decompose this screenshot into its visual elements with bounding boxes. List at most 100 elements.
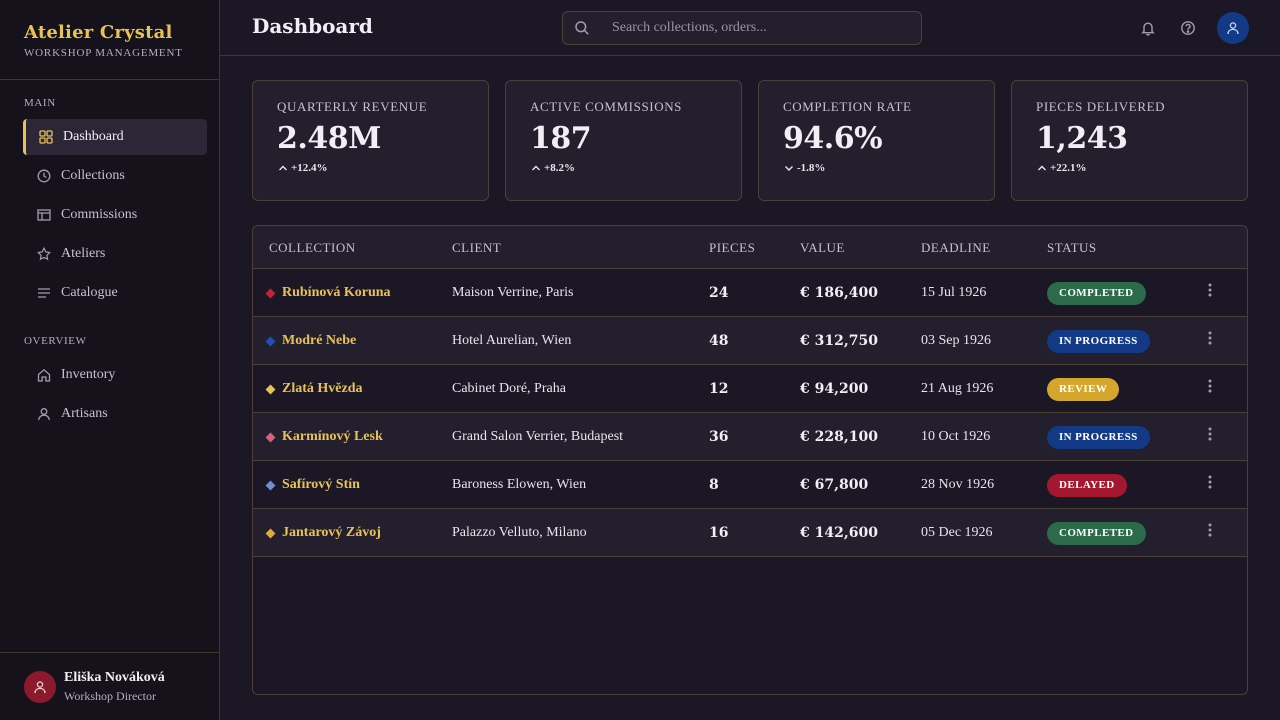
kpi-value: 1,243 (1036, 121, 1128, 156)
avatar (24, 670, 56, 703)
status-cell: REVIEW (1047, 365, 1120, 413)
kpi-card-completion-rate: COMPLETION RATE 94.6% -1.8% (758, 80, 995, 201)
column-header-deadline[interactable]: DEADLINE (921, 240, 991, 255)
deadline-cell: 21 Aug 1926 (921, 381, 994, 396)
pieces-cell: 48 (709, 333, 729, 349)
kpi-delta: +22.1% (1036, 162, 1223, 174)
column-header-pieces[interactable]: PIECES (709, 240, 756, 255)
collection-name: Jantarový Závoj (282, 525, 381, 540)
deadline-cell: 03 Sep 1926 (921, 333, 991, 348)
arrow-up-icon (279, 165, 287, 171)
client-cell: Baroness Elowen, Wien (452, 477, 587, 492)
kpi-card-revenue: QUARTERLY REVENUE 2.48M +12.4% (252, 80, 489, 201)
value-cell: € 228,100 (800, 429, 878, 445)
more-options-icon[interactable] (1203, 377, 1217, 395)
kpi-delta: +8.2% (530, 162, 717, 174)
brand-subtitle: WORKSHOP MANAGEMENT (24, 47, 183, 59)
kpi-value: 187 (530, 121, 592, 156)
table-row[interactable]: Safírový Stín Baroness Elowen, Wien 8 € … (253, 461, 1247, 509)
status-badge: COMPLETED (1047, 521, 1146, 545)
collection-cell[interactable]: Zlatá Hvězda (265, 365, 363, 413)
status-cell: COMPLETED (1047, 269, 1146, 317)
pieces-cell: 36 (709, 429, 729, 445)
table-icon (37, 208, 51, 222)
deadline-cell: 05 Dec 1926 (921, 525, 993, 540)
sidebar-item-dashboard[interactable]: Dashboard (23, 119, 207, 155)
more-options-icon[interactable] (1203, 329, 1217, 347)
user-role: Workshop Director (64, 688, 157, 703)
pieces-cell: 12 (709, 381, 729, 397)
collection-cell[interactable]: Rubínová Koruna (265, 269, 391, 317)
value-cell: € 67,800 (800, 477, 869, 493)
search-box[interactable] (562, 11, 922, 45)
sidebar-item-label: Collections (61, 168, 125, 183)
home-icon (37, 368, 51, 382)
person-icon (34, 680, 46, 693)
deadline-cell: 10 Oct 1926 (921, 429, 991, 444)
status-badge: DELAYED (1047, 473, 1127, 497)
kpi-delta: +12.4% (277, 162, 464, 174)
collection-cell[interactable]: Safírový Stín (265, 461, 360, 509)
page-title: Dashboard (252, 14, 373, 38)
more-options-icon[interactable] (1203, 281, 1217, 299)
table-row[interactable]: Rubínová Koruna Maison Verrine, Paris 24… (253, 269, 1247, 317)
list-icon (37, 286, 51, 300)
kpi-label: COMPLETION RATE (783, 99, 912, 114)
value-cell: € 142,600 (800, 525, 878, 541)
bell-icon[interactable] (1138, 18, 1158, 38)
gem-icon (265, 432, 276, 442)
sidebar-item-ateliers[interactable]: Ateliers (23, 236, 207, 272)
sidebar-item-label: Dashboard (63, 129, 124, 144)
value-cell: € 186,400 (800, 285, 878, 301)
status-cell: COMPLETED (1047, 509, 1146, 557)
arrow-down-icon (785, 166, 793, 171)
more-options-icon[interactable] (1203, 521, 1217, 539)
help-icon[interactable] (1178, 18, 1198, 38)
nav-section-overview: OVERVIEW (24, 335, 87, 347)
table-row[interactable]: Zlatá Hvězda Cabinet Doré, Praha 12 € 94… (253, 365, 1247, 413)
person-icon (1227, 22, 1239, 35)
status-badge: REVIEW (1047, 377, 1120, 401)
kpi-label: ACTIVE COMMISSIONS (530, 99, 683, 114)
more-options-icon[interactable] (1203, 473, 1217, 491)
sidebar-item-catalogue[interactable]: Catalogue (23, 275, 207, 311)
gem-icon (265, 384, 276, 394)
gem-icon (265, 528, 276, 538)
more-options-icon[interactable] (1203, 425, 1217, 443)
sidebar-item-collections[interactable]: Collections (23, 158, 207, 194)
value-cell: € 312,750 (800, 333, 878, 349)
collection-name: Safírový Stín (282, 477, 360, 492)
collection-cell[interactable]: Jantarový Závoj (265, 509, 381, 557)
column-header-status[interactable]: STATUS (1047, 240, 1097, 255)
kpi-delta-value: +12.4% (291, 162, 328, 174)
table-row[interactable]: Karmínový Lesk Grand Salon Verrier, Buda… (253, 413, 1247, 461)
table-row[interactable]: Jantarový Závoj Palazzo Velluto, Milano … (253, 509, 1247, 557)
top-header: Dashboard (220, 0, 1280, 56)
collection-cell[interactable]: Karmínový Lesk (265, 413, 383, 461)
sidebar-item-label: Inventory (61, 367, 116, 382)
kpi-label: PIECES DELIVERED (1036, 99, 1166, 114)
column-header-client[interactable]: CLIENT (452, 240, 502, 255)
sidebar-item-label: Catalogue (61, 285, 118, 300)
clock-icon (37, 169, 51, 183)
kpi-delta: -1.8% (783, 162, 970, 174)
column-header-value[interactable]: VALUE (800, 240, 845, 255)
user-profile[interactable]: Eliška Nováková Workshop Director (0, 652, 219, 720)
status-cell: DELAYED (1047, 461, 1127, 509)
sidebar-item-commissions[interactable]: Commissions (23, 197, 207, 233)
table-row[interactable]: Modré Nebe Hotel Aurelian, Wien 48 € 312… (253, 317, 1247, 365)
account-avatar[interactable] (1217, 12, 1249, 44)
column-header-collection[interactable]: COLLECTION (269, 240, 356, 255)
pieces-cell: 24 (709, 285, 729, 301)
gem-icon (265, 288, 276, 298)
search-input[interactable] (612, 20, 912, 36)
client-cell: Cabinet Doré, Praha (452, 381, 566, 396)
arrow-up-icon (532, 165, 540, 171)
sidebar-item-inventory[interactable]: Inventory (23, 357, 207, 393)
collection-name: Rubínová Koruna (282, 285, 391, 300)
gem-icon (265, 480, 276, 490)
sidebar-item-artisans[interactable]: Artisans (23, 396, 207, 432)
collection-cell[interactable]: Modré Nebe (265, 317, 356, 365)
pieces-cell: 8 (709, 477, 719, 493)
collection-name: Karmínový Lesk (282, 429, 383, 444)
